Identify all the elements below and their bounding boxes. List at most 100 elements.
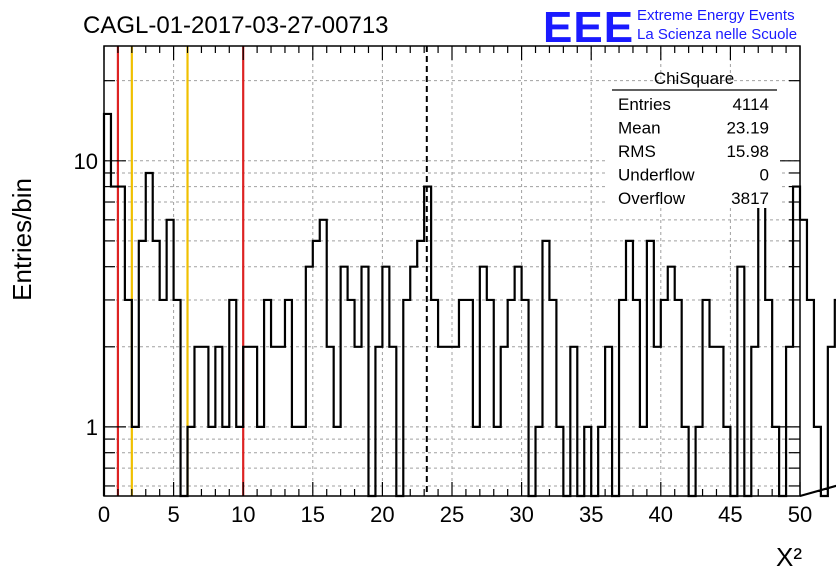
histogram-bin [222, 427, 229, 496]
histogram-bin [522, 300, 529, 496]
x-axis-title: X² [776, 542, 802, 572]
histogram-bin [299, 427, 306, 496]
histogram-bin [431, 300, 438, 496]
histogram-bin [633, 300, 640, 496]
histogram-bin [786, 347, 793, 496]
histogram-bin [570, 347, 577, 496]
stats-row: Entries 4114 [618, 95, 769, 114]
histogram-bin [480, 267, 487, 496]
x-tick-label: 35 [579, 502, 603, 527]
histogram-bin [341, 267, 348, 496]
histogram-bin [807, 300, 814, 496]
histogram-bin [362, 267, 369, 496]
histogram-bin [403, 300, 410, 496]
histogram-bin [751, 347, 758, 496]
histogram-bin [598, 427, 605, 496]
histogram-bin [508, 300, 515, 496]
histogram-bin [473, 427, 480, 496]
histogram-bin [334, 427, 341, 496]
histogram-bin [278, 347, 285, 496]
histogram-bin [459, 300, 466, 496]
stats-box-title: ChiSquare [654, 69, 734, 88]
histogram-bin [793, 187, 800, 496]
x-tick-label: 20 [370, 502, 394, 527]
histogram-bin [355, 347, 362, 496]
histogram-bin [515, 267, 522, 496]
histogram-bin [174, 300, 181, 496]
histogram-bin [549, 300, 556, 496]
histogram-bin [382, 267, 389, 496]
histogram-bin [584, 427, 591, 496]
histogram-bin [605, 347, 612, 496]
stats-row-value: 3817 [731, 189, 769, 208]
histogram-bin [424, 187, 431, 496]
histogram-bin [487, 300, 494, 496]
histogram-bin [118, 187, 125, 496]
histogram-bin [375, 347, 382, 496]
histogram-bin [828, 347, 835, 496]
histogram-bin [716, 347, 723, 496]
histogram-bin [675, 300, 682, 496]
histogram-bin [466, 300, 473, 496]
histogram-bin [438, 347, 445, 496]
histogram-bin [626, 241, 633, 496]
histogram-bin [696, 427, 703, 496]
x-tick-label: 30 [509, 502, 533, 527]
histogram-bin [111, 187, 118, 496]
histogram-bin [285, 300, 292, 496]
histogram-bin [264, 300, 271, 496]
histogram-bin [772, 427, 779, 496]
histogram-bin [647, 241, 654, 496]
stats-row: Overflow 3817 [618, 189, 769, 208]
histogram-bin [737, 267, 744, 496]
histogram-bin [536, 427, 543, 496]
stats-rows: Entries 4114 Mean 23.19 RMS 15.98 Underflow 0 Ov… [618, 95, 769, 208]
histogram-bin [160, 300, 167, 496]
stats-row-value: 15.98 [726, 142, 769, 161]
histogram-bin [765, 300, 772, 496]
histogram-bin [452, 347, 459, 496]
stats-row-value: 4114 [732, 95, 769, 114]
histogram-bin [619, 300, 626, 496]
y-tick-label: 1 [86, 415, 98, 440]
histogram-bin [410, 267, 417, 496]
histogram-bin [542, 241, 549, 496]
histogram-bin [417, 241, 424, 496]
chart-title: CAGL-01-2017-03-27-00713 [83, 12, 389, 39]
histogram-bin [556, 427, 563, 496]
histogram-bars [102, 112, 836, 498]
eee-logo: EEE Extreme Energy Events La Scienza nel… [543, 3, 797, 52]
eee-logo-letters: EEE [543, 3, 634, 52]
stats-row: Mean 23.19 [618, 119, 769, 138]
histogram-bin [710, 347, 717, 496]
histogram-bin [125, 300, 132, 496]
histogram-bin [494, 427, 501, 496]
histogram-bin [661, 300, 668, 496]
histogram-bin [236, 427, 243, 496]
histogram-bin [132, 427, 139, 496]
histogram-bin [146, 173, 153, 496]
histogram-bin [654, 347, 661, 496]
logo-line-1: Extreme Energy Events [637, 7, 795, 24]
x-tick-label: 15 [301, 502, 325, 527]
histogram-bin [201, 347, 208, 496]
stats-row: RMS 15.98 [618, 142, 769, 161]
stats-row-label: Entries [618, 95, 671, 114]
histogram-outline [102, 112, 836, 498]
stats-row: Underflow 0 [618, 166, 769, 185]
histogram-bin [139, 241, 146, 496]
histogram-bin [682, 427, 689, 496]
y-tick-label: 10 [74, 149, 98, 174]
x-tick-label: 0 [98, 502, 110, 527]
histogram-bin [445, 347, 452, 496]
histogram-bin [814, 427, 821, 496]
histogram-bin [250, 347, 257, 496]
stats-row-value: 0 [760, 166, 769, 185]
histogram-bin [348, 300, 355, 496]
histogram-bin [208, 427, 215, 496]
stats-row-label: Mean [618, 119, 661, 138]
axes: 0 5 10 15 20 25 30 35 40 45 50 1 10 [74, 45, 812, 527]
logo-line-2: La Scienza nelle Scuole [637, 26, 797, 43]
histogram-bin [800, 220, 807, 496]
histogram-bin [229, 300, 236, 496]
